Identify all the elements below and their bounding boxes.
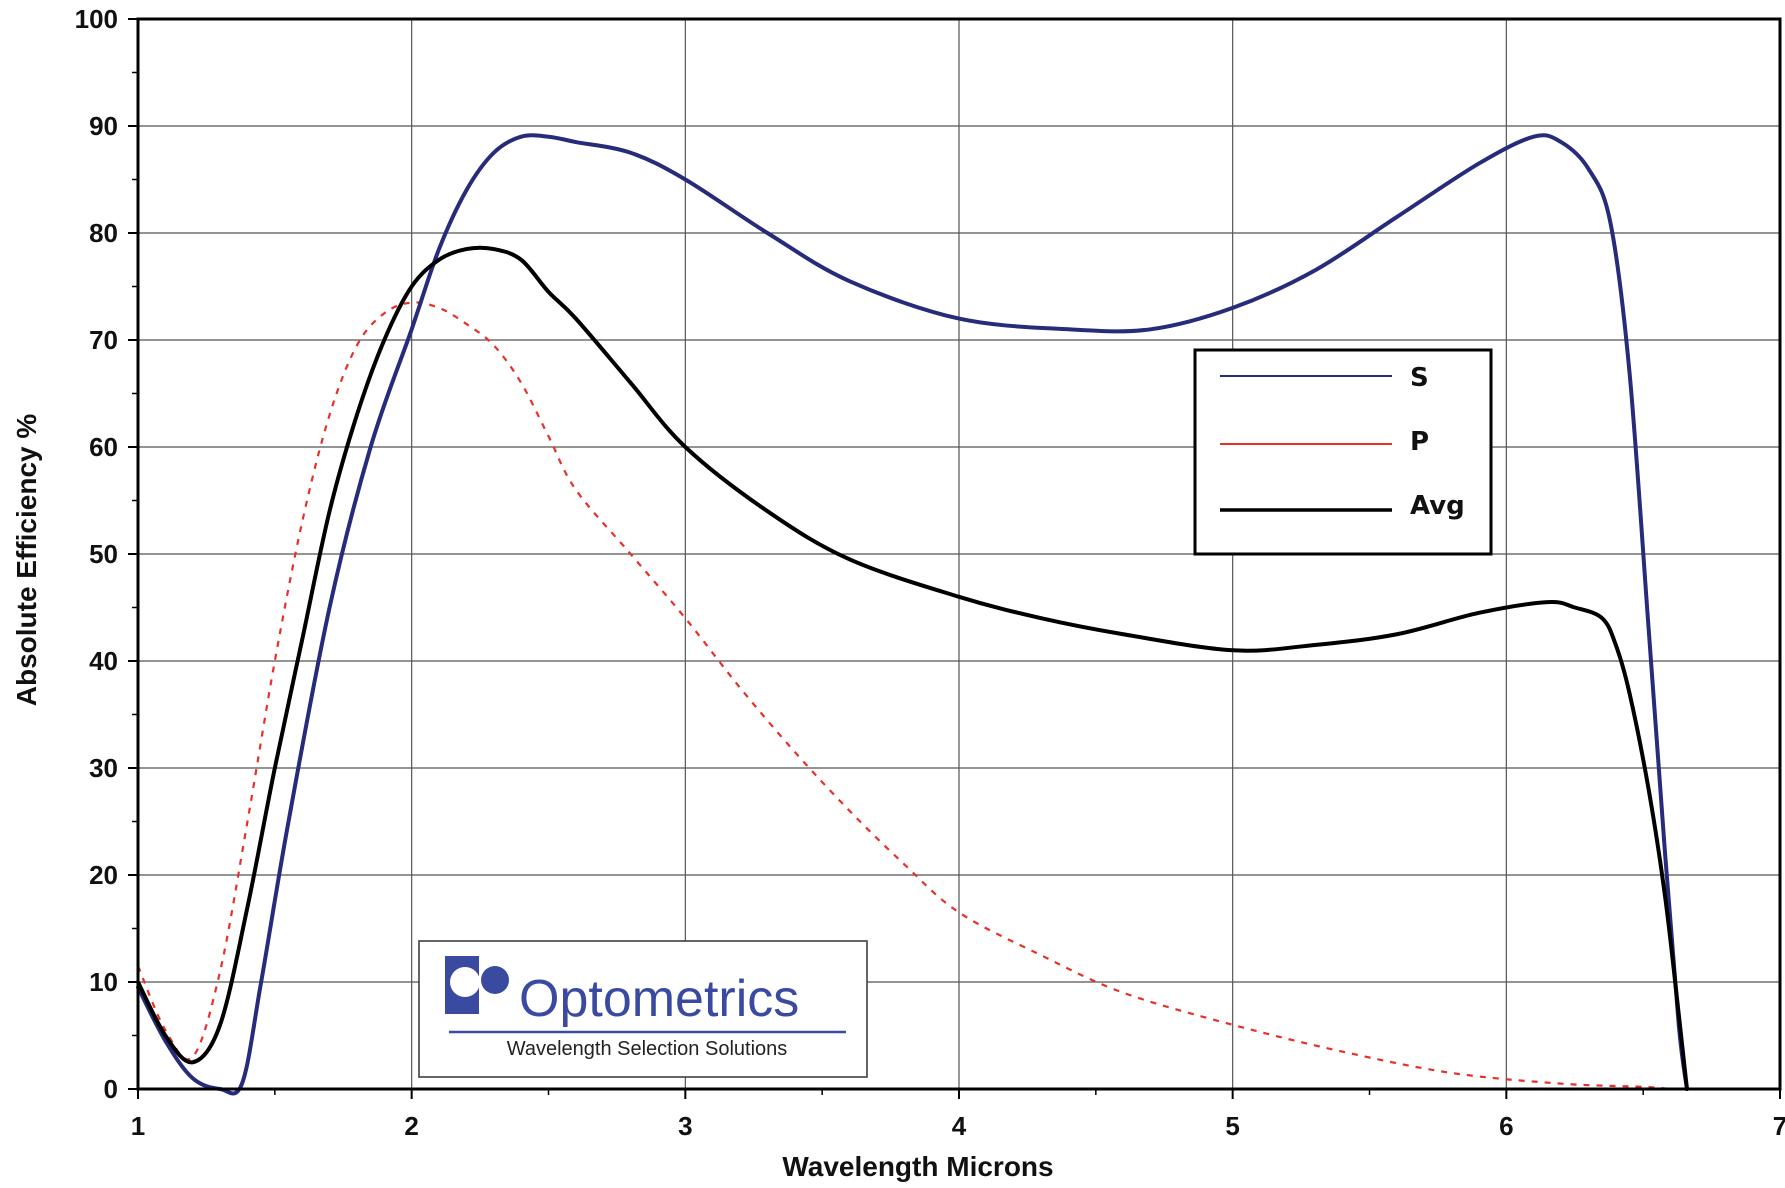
- x-tick-label: 2: [404, 1111, 418, 1141]
- y-tick-label: 100: [75, 4, 118, 34]
- grid: [138, 19, 1780, 1089]
- legend: S P Avg: [1193, 348, 1493, 556]
- x-tick-labels: 1 2 3 4 5 6 7: [131, 1111, 1785, 1141]
- y-tick-label: 30: [89, 753, 118, 783]
- logo-circle-icon: [450, 967, 480, 997]
- y-tick-label: 10: [89, 967, 118, 997]
- logo-wordmark: Optometrics: [519, 970, 799, 1028]
- x-tick-label: 7: [1773, 1111, 1785, 1141]
- series-line-s: [136, 133, 1689, 1096]
- y-tick-label: 90: [89, 111, 118, 141]
- legend-label-p: P: [1410, 427, 1429, 457]
- x-tick-label: 5: [1225, 1111, 1239, 1141]
- y-tick-label: 40: [89, 646, 118, 676]
- legend-box: [1193, 348, 1493, 556]
- series-line-avg: [136, 245, 1689, 1091]
- optometrics-logo: Optometrics Wavelength Selection Solutio…: [418, 940, 868, 1078]
- logo-tagline: Wavelength Selection Solutions: [507, 1038, 788, 1060]
- y-tick-label: 50: [89, 539, 118, 569]
- y-tick-labels: 0 10 20 30 40 50 60 70 80 90 100: [75, 4, 118, 1104]
- y-tick-label: 60: [89, 432, 118, 462]
- series-line-p: [136, 301, 1671, 1091]
- y-tick-label: 70: [89, 325, 118, 355]
- y-axis-title: Absolute Efficiency %: [11, 414, 42, 707]
- y-tick-label: 80: [89, 218, 118, 248]
- y-tick-label: 20: [89, 860, 118, 890]
- legend-label-s: S: [1410, 363, 1429, 393]
- logo-dot-icon: [481, 966, 509, 994]
- legend-label-avg: Avg: [1410, 491, 1465, 521]
- x-axis-title: Wavelength Microns: [782, 1151, 1053, 1182]
- axis-ticks: [128, 18, 1781, 1099]
- x-tick-label: 6: [1499, 1111, 1513, 1141]
- y-tick-label: 0: [104, 1074, 118, 1104]
- x-tick-label: 3: [678, 1111, 692, 1141]
- x-tick-label: 1: [131, 1111, 145, 1141]
- series-lines: [136, 133, 1689, 1096]
- x-tick-label: 4: [952, 1111, 967, 1141]
- logo-box: [418, 940, 868, 1078]
